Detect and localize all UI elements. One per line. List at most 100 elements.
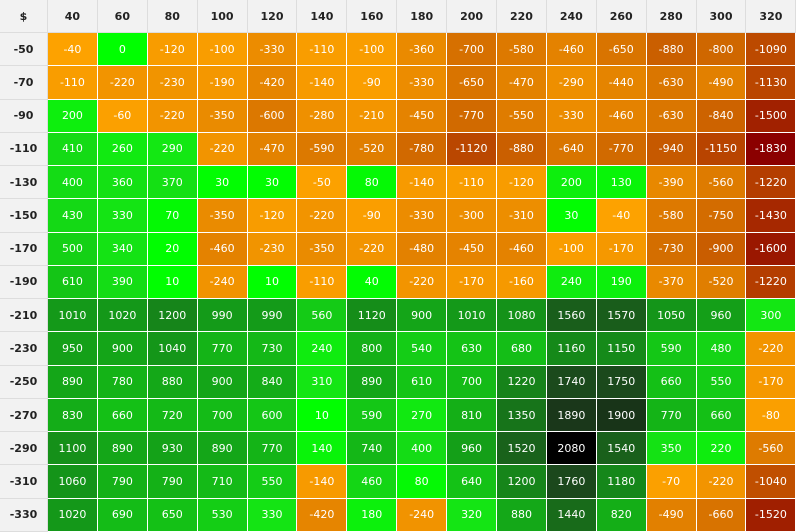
heat-cell: 1010: [447, 299, 498, 333]
heat-cell: 780: [97, 365, 148, 399]
heat-cell: -590: [297, 132, 348, 167]
heat-cell: -1040: [746, 465, 797, 499]
heat-cell: 1010: [48, 299, 98, 333]
heat-cell: -90: [347, 199, 398, 233]
heat-cell: -1220: [746, 166, 797, 200]
heat-cell: -280: [297, 99, 348, 133]
heat-cell: -1120: [447, 132, 498, 167]
heat-cell: -170: [596, 232, 647, 266]
heat-cell: 1520: [497, 432, 547, 466]
heat-cell: -440: [596, 66, 647, 100]
heat-cell: 240: [546, 265, 597, 300]
heat-cell: 890: [48, 365, 98, 399]
heat-cell: 80: [397, 465, 448, 499]
heat-cell: -560: [746, 432, 797, 466]
heat-cell: -110: [297, 33, 348, 67]
heat-cell: -60: [97, 99, 148, 133]
corner-label: $: [0, 0, 48, 33]
heat-cell: -330: [546, 99, 597, 133]
heat-cell: -520: [696, 265, 747, 300]
heat-cell: -1600: [746, 232, 797, 266]
heat-cell: -230: [247, 232, 298, 266]
heat-cell: 1750: [596, 365, 647, 399]
heat-cell: 1120: [347, 299, 398, 333]
heat-cell: 40: [347, 265, 398, 300]
column-header: 280: [646, 0, 697, 33]
column-header: 40: [48, 0, 98, 33]
heat-cell: 820: [596, 498, 647, 532]
heat-cell: 640: [447, 465, 498, 499]
heat-cell: 700: [197, 398, 248, 433]
heat-cell: -770: [447, 99, 498, 133]
heat-cell: 650: [147, 498, 198, 532]
heat-cell: -330: [247, 33, 298, 67]
column-header: 240: [546, 0, 597, 33]
heat-cell: -1150: [696, 132, 747, 167]
heat-cell: -1090: [746, 33, 797, 67]
heat-cell: -520: [347, 132, 398, 167]
heat-cell: 790: [147, 465, 198, 499]
heat-cell: -120: [147, 33, 198, 67]
heat-cell: -350: [197, 199, 248, 233]
heat-cell: -480: [397, 232, 448, 266]
heat-cell: 590: [646, 332, 697, 366]
column-header: 100: [197, 0, 248, 33]
heat-cell: 610: [48, 265, 98, 300]
heat-cell: 480: [696, 332, 747, 366]
heat-cell: 390: [97, 265, 148, 300]
heat-cell: -880: [497, 132, 547, 167]
heat-cell: -220: [397, 265, 448, 300]
heat-cell: -630: [646, 99, 697, 133]
heat-cell: 1040: [147, 332, 198, 366]
heat-cell: 610: [397, 365, 448, 399]
heat-cell: 330: [97, 199, 148, 233]
heat-cell: 1560: [546, 299, 597, 333]
heat-cell: 350: [646, 432, 697, 466]
column-header: 260: [596, 0, 647, 33]
heat-cell: -880: [646, 33, 697, 67]
heat-cell: -550: [497, 99, 547, 133]
heat-cell: -1500: [746, 99, 797, 133]
heat-cell: 10: [297, 398, 348, 433]
heat-cell: -900: [696, 232, 747, 266]
heat-cell: -310: [497, 199, 547, 233]
heat-cell: 410: [48, 132, 98, 167]
heat-cell: 400: [397, 432, 448, 466]
heat-cell: -460: [546, 33, 597, 67]
heat-cell: -420: [297, 498, 348, 532]
row-header: -70: [0, 66, 48, 100]
heat-cell: 770: [247, 432, 298, 466]
heat-cell: 1050: [646, 299, 697, 333]
row-header: -330: [0, 498, 48, 532]
heat-cell: -70: [646, 465, 697, 499]
heat-cell: 1020: [48, 498, 98, 532]
heat-cell: 310: [297, 365, 348, 399]
heat-cell: -80: [746, 398, 797, 433]
heat-cell: 1060: [48, 465, 98, 499]
heat-cell: -460: [497, 232, 547, 266]
heat-cell: 540: [397, 332, 448, 366]
heat-cell: 1570: [596, 299, 647, 333]
column-header: 300: [696, 0, 747, 33]
column-header: 120: [247, 0, 298, 33]
heat-cell: 220: [696, 432, 747, 466]
heat-cell: -220: [197, 132, 248, 167]
heat-cell: -100: [197, 33, 248, 67]
heat-cell: 800: [347, 332, 398, 366]
heat-cell: 2080: [546, 432, 597, 466]
column-header: 140: [297, 0, 348, 33]
heat-cell: 200: [48, 99, 98, 133]
row-header: -150: [0, 199, 48, 233]
heat-cell: -290: [546, 66, 597, 100]
column-header: 160: [347, 0, 398, 33]
heat-cell: -1130: [746, 66, 797, 100]
heat-cell: 950: [48, 332, 98, 366]
row-header: -110: [0, 132, 48, 167]
heat-cell: 200: [546, 166, 597, 200]
heat-cell: 1890: [546, 398, 597, 433]
heat-cell: -240: [197, 265, 248, 300]
heat-cell: 770: [646, 398, 697, 433]
heat-cell: -580: [646, 199, 697, 233]
heat-cell: -140: [297, 465, 348, 499]
heat-cell: -300: [447, 199, 498, 233]
